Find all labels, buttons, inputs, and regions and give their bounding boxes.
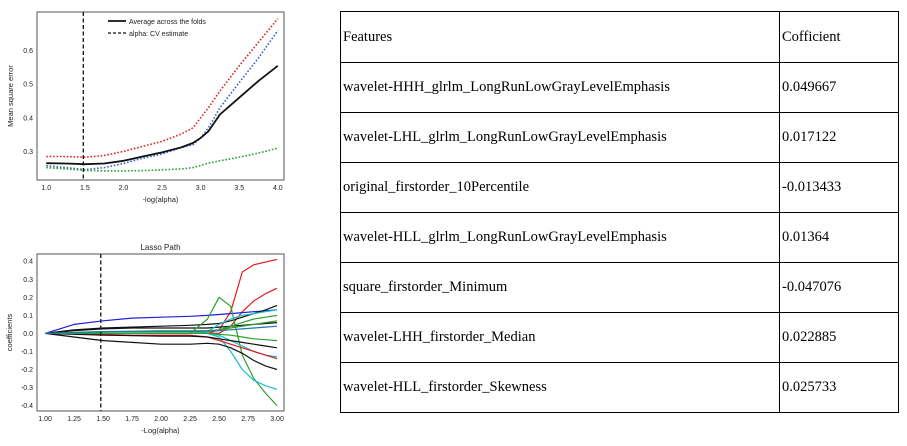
y-axis-label: coefficients — [5, 314, 14, 352]
feature-coefficient-table: Features Cofficient wavelet-HHH_glrlm_Lo… — [340, 11, 899, 413]
x-tick-label: 1.5 — [80, 185, 90, 192]
y-tick-label: 0.6 — [23, 48, 33, 55]
feature-cell: wavelet-HLL_firstorder_Skewness — [340, 362, 780, 413]
coefficient-cell: 0.025733 — [779, 362, 899, 413]
x-tick-label: 2.25 — [183, 416, 197, 423]
table-row: wavelet-HHH_glrlm_LongRunLowGrayLevelEmp… — [340, 62, 899, 113]
x-tick-label: 1.00 — [38, 416, 52, 423]
x-tick-label: 2.0 — [119, 185, 129, 192]
y-tick-label: -0.4 — [21, 403, 33, 410]
y-tick-label: -0.3 — [21, 385, 33, 392]
y-tick-label: 0.1 — [23, 313, 33, 320]
coefficient-cell: -0.013433 — [779, 162, 899, 213]
y-tick-label: 0.4 — [23, 259, 33, 266]
y-tick-label: 0.2 — [23, 295, 33, 302]
x-tick-label: 1.25 — [67, 416, 81, 423]
x-tick-label: 3.0 — [196, 185, 206, 192]
y-tick-label: 0.3 — [23, 149, 33, 156]
feature-cell: wavelet-LHL_glrlm_LongRunLowGrayLevelEmp… — [340, 112, 780, 163]
legend-label-cv-estimate: alpha: CV estimate — [129, 31, 188, 38]
x-axis-label: -log(alpha) — [143, 195, 179, 204]
coefficient-cell: -0.047076 — [779, 262, 899, 313]
series-line-9 — [45, 332, 278, 371]
table-row: wavelet-HLL_glrlm_LongRunLowGrayLevelEmp… — [340, 212, 899, 263]
series-line-3 — [44, 309, 278, 334]
feature-cell: wavelet-LHH_firstorder_Median — [340, 312, 780, 363]
x-tick-label: 3.5 — [234, 185, 244, 192]
series-line-3 — [46, 147, 279, 172]
x-tick-label: 3.00 — [270, 416, 284, 423]
chart-title: Lasso Path — [140, 243, 180, 252]
table-row: original_firstorder_10Percentile -0.0134… — [340, 162, 899, 213]
feature-cell: wavelet-HHH_glrlm_LongRunLowGrayLevelEmp… — [340, 62, 780, 113]
table-header-row: Features Cofficient — [340, 11, 899, 63]
series-line-2 — [46, 30, 279, 171]
table-row: square_firstorder_Minimum -0.047076 — [340, 262, 899, 313]
x-axis-label: -Log(alpha) — [141, 426, 180, 435]
feature-cell: wavelet-HLL_glrlm_LongRunLowGrayLevelEmp… — [340, 212, 780, 263]
feature-cell: original_firstorder_10Percentile — [340, 162, 780, 213]
legend-label-average: Average across the folds — [129, 19, 206, 26]
x-tick-label: 2.5 — [157, 185, 167, 192]
x-tick-label: 2.50 — [212, 416, 226, 423]
lasso-path-chart: Lasso Path 1.00 1.25 1.50 1.75 2.00 2.25 2.50 2.… — [5, 243, 285, 435]
table-row: wavelet-HLL_firstorder_Skewness 0.025733 — [340, 362, 899, 413]
series-line-15 — [45, 332, 278, 342]
header-features: Features — [340, 11, 780, 63]
coefficient-cell: 0.022885 — [779, 312, 899, 363]
series-line-1 — [46, 18, 279, 158]
x-tick-label: 1.50 — [96, 416, 110, 423]
x-tick-label: 2.00 — [154, 416, 168, 423]
y-tick-label: -0.2 — [21, 367, 33, 374]
y-tick-label: 0.5 — [23, 82, 33, 89]
y-tick-label: 0.4 — [23, 115, 33, 122]
table-row: wavelet-LHH_firstorder_Median 0.022885 — [340, 312, 899, 363]
coefficient-cell: 0.01364 — [779, 212, 899, 263]
y-tick-label: 0.3 — [23, 277, 33, 284]
x-tick-label: 1.0 — [41, 185, 51, 192]
table-row: wavelet-LHL_glrlm_LongRunLowGrayLevelEmp… — [340, 112, 899, 163]
x-tick-label: 4.0 — [273, 185, 283, 192]
series-line-16 — [45, 325, 278, 334]
feature-cell: square_firstorder_Minimum — [340, 262, 780, 313]
y-tick-label: 0.0 — [23, 331, 33, 338]
y-tick-label: -0.1 — [21, 349, 33, 356]
series-line-14 — [45, 332, 278, 349]
coefficient-cell: 0.017122 — [779, 112, 899, 163]
x-tick-label: 1.75 — [125, 416, 139, 423]
series-line-4 — [46, 65, 279, 166]
mse-chart: 1.0 1.5 2.0 2.5 3.0 3.5 4.0 0.3 0.4 0.5 0.6 -log(al… — [6, 11, 285, 204]
x-tick-label: 2.75 — [241, 416, 255, 423]
y-axis-label: Mean square error — [6, 65, 15, 127]
header-coefficient: Cofficient — [779, 11, 899, 63]
coefficient-cell: 0.049667 — [779, 62, 899, 113]
